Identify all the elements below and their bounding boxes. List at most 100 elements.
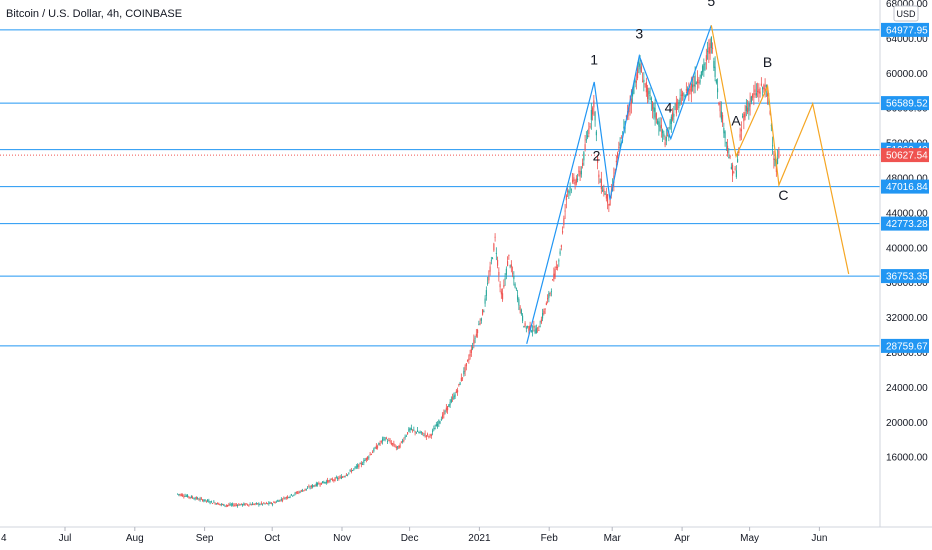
candle-body bbox=[554, 269, 556, 278]
candle bbox=[542, 308, 544, 322]
candle bbox=[248, 504, 250, 507]
candle bbox=[360, 461, 362, 468]
candle bbox=[749, 92, 751, 116]
candle-body bbox=[762, 87, 764, 90]
candle-body bbox=[759, 91, 761, 94]
candle-body bbox=[454, 394, 456, 397]
candle bbox=[510, 260, 512, 273]
candle-body bbox=[428, 436, 430, 438]
candle bbox=[200, 496, 202, 500]
candle-body bbox=[563, 218, 565, 225]
candle-body bbox=[488, 276, 490, 281]
candle-body bbox=[623, 126, 625, 129]
candle-body bbox=[279, 499, 281, 502]
candle bbox=[322, 481, 324, 484]
candle-body bbox=[538, 330, 540, 332]
candle bbox=[454, 392, 456, 399]
candle-body bbox=[223, 504, 225, 506]
candle bbox=[495, 247, 497, 261]
candle-body bbox=[540, 319, 542, 323]
current-price-label: 50627.54 bbox=[886, 151, 928, 162]
candle bbox=[350, 468, 352, 474]
candle bbox=[399, 442, 401, 449]
y-axis[interactable]: 16000.00 20000.00 24000.00 28000.00 32000.00… bbox=[879, 0, 929, 527]
candle bbox=[710, 36, 712, 54]
candle bbox=[240, 503, 242, 506]
candle-body bbox=[209, 502, 211, 504]
candle-body bbox=[203, 500, 205, 502]
candle-body bbox=[185, 495, 187, 497]
candle bbox=[684, 94, 686, 98]
candle bbox=[524, 321, 526, 328]
candle-body bbox=[324, 482, 326, 484]
candle bbox=[202, 499, 204, 502]
candle-body bbox=[527, 326, 529, 328]
candle-body bbox=[358, 464, 360, 468]
candle-body bbox=[670, 116, 672, 124]
candle-body bbox=[367, 456, 369, 460]
level-tag-bg bbox=[881, 96, 929, 111]
candle-body bbox=[637, 65, 639, 79]
x-tick-label: 4 bbox=[1, 533, 7, 544]
candle-body bbox=[392, 443, 394, 445]
candle bbox=[219, 504, 221, 506]
candle bbox=[578, 166, 580, 177]
candle bbox=[459, 381, 461, 386]
candle bbox=[772, 136, 774, 155]
candle bbox=[179, 493, 181, 497]
candle-body bbox=[549, 292, 551, 294]
candle-body bbox=[725, 142, 727, 144]
y-tick-label: 40000.00 bbox=[886, 243, 928, 254]
candle-body bbox=[227, 505, 229, 507]
candle bbox=[260, 501, 262, 505]
y-tick-label: 24000.00 bbox=[886, 383, 928, 394]
candle bbox=[665, 129, 667, 146]
candle-body bbox=[353, 468, 355, 470]
candle-body bbox=[639, 63, 641, 70]
candle-body bbox=[199, 498, 201, 500]
candle bbox=[345, 473, 347, 476]
candle bbox=[599, 178, 601, 183]
candle bbox=[299, 490, 301, 494]
candle-body bbox=[370, 453, 372, 455]
x-tick-label: Aug bbox=[126, 533, 144, 544]
candle bbox=[544, 308, 546, 314]
candle-body bbox=[739, 134, 741, 138]
candle-body bbox=[692, 84, 694, 88]
candle bbox=[533, 320, 535, 332]
candle-body bbox=[245, 503, 247, 505]
candle bbox=[480, 317, 482, 324]
candle bbox=[418, 431, 420, 434]
candle-body bbox=[619, 143, 621, 146]
candle bbox=[647, 84, 649, 104]
candle-body bbox=[348, 472, 350, 474]
candle bbox=[344, 475, 346, 478]
candle-body bbox=[243, 503, 245, 505]
x-axis[interactable]: Jul Aug Sep Oct Nov Dec 2021 Feb Mar Apr May Jun 4 bbox=[0, 526, 932, 544]
candle bbox=[718, 101, 720, 106]
candle-body bbox=[220, 503, 222, 505]
candle bbox=[213, 500, 215, 503]
candle bbox=[275, 500, 277, 503]
currency-button[interactable]: USD bbox=[893, 5, 919, 22]
candle bbox=[598, 170, 600, 185]
candle bbox=[325, 479, 327, 485]
candle-body bbox=[364, 459, 366, 461]
candle-body bbox=[483, 311, 485, 313]
level-tag-bg bbox=[881, 216, 929, 231]
impulse-wave-line[interactable] bbox=[526, 25, 712, 344]
correction-wave-line[interactable] bbox=[710, 25, 850, 275]
candle bbox=[265, 501, 267, 505]
level-tag-bg bbox=[881, 269, 929, 284]
candle bbox=[498, 267, 500, 282]
candle-body bbox=[662, 129, 664, 134]
candle-body bbox=[260, 502, 262, 504]
candle bbox=[315, 481, 317, 487]
candle-body bbox=[448, 404, 450, 407]
level-tag-label: 28759.67 bbox=[886, 341, 928, 352]
candle bbox=[264, 503, 266, 505]
candle-body bbox=[732, 164, 734, 176]
candle bbox=[414, 430, 416, 436]
candle-body bbox=[528, 326, 530, 331]
